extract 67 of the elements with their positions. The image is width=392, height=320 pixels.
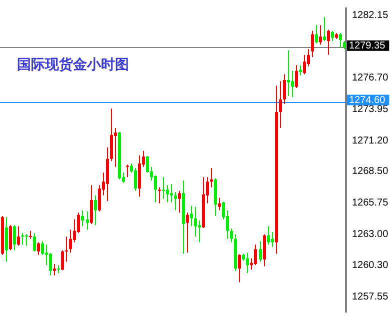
candlestick xyxy=(198,220,201,243)
candlestick xyxy=(303,54,306,75)
candlestick xyxy=(33,232,36,252)
candlestick xyxy=(331,30,334,42)
candlestick xyxy=(134,168,137,192)
candlestick xyxy=(230,228,233,243)
candlestick xyxy=(69,229,72,254)
candlestick xyxy=(41,240,44,256)
candlestick xyxy=(94,194,97,226)
ref-line-label: 1279.35 xyxy=(349,40,386,52)
y-tick-label: 1257.55 xyxy=(352,291,389,302)
candlestick xyxy=(271,232,274,248)
candlestick xyxy=(110,108,113,162)
ref-line-label: 1274.60 xyxy=(349,94,386,106)
y-tick-label: 1265.75 xyxy=(352,198,389,209)
candlestick xyxy=(283,74,286,104)
candlestick xyxy=(299,64,302,76)
candlestick xyxy=(53,264,56,276)
candlestick xyxy=(339,32,342,48)
candlestick xyxy=(327,29,330,56)
candlestick xyxy=(114,128,117,168)
candlestick xyxy=(190,205,193,227)
candlestick xyxy=(9,224,12,251)
candlestick xyxy=(178,190,181,214)
candlestick xyxy=(146,156,149,174)
candlestick xyxy=(162,176,165,200)
candlestick xyxy=(158,186,161,204)
candlestick xyxy=(279,80,282,128)
candlestick xyxy=(311,30,314,58)
y-tick-label: 1268.50 xyxy=(352,166,389,178)
candlestick xyxy=(267,226,270,246)
candlestick xyxy=(319,24,322,46)
candlestick xyxy=(254,244,257,266)
candlestick xyxy=(323,16,326,42)
candlestick xyxy=(291,70,294,98)
candlestick xyxy=(315,24,318,44)
candlestick xyxy=(174,192,177,211)
candlestick xyxy=(98,184,101,212)
y-tick-label: 1282.15 xyxy=(352,10,389,22)
y-tick-label: 1273.95 xyxy=(352,104,389,115)
candlestick xyxy=(49,252,52,276)
candlestick xyxy=(186,212,189,254)
y-tick-label: 1263.00 xyxy=(352,229,389,240)
text: 国际现货金小时图 xyxy=(17,56,129,74)
candlestick xyxy=(154,174,157,203)
candlestick xyxy=(81,210,84,227)
candlestick xyxy=(194,206,197,238)
candlestick xyxy=(246,252,249,274)
candlestick xyxy=(126,164,129,178)
candlestick xyxy=(218,197,221,211)
candlestick xyxy=(166,184,169,203)
candlestick xyxy=(37,242,40,256)
candlestick xyxy=(238,254,241,283)
candlestick xyxy=(259,240,262,262)
candlestick xyxy=(17,226,20,246)
candlestick xyxy=(5,216,8,262)
y-tick-label: 1276.70 xyxy=(352,72,389,84)
candlestick xyxy=(263,234,266,267)
candlestick xyxy=(61,250,64,271)
y-tick-label: 1271.20 xyxy=(352,135,389,146)
candlestick xyxy=(13,224,16,251)
y-tick-label: 1260.30 xyxy=(352,260,389,271)
candlestick xyxy=(287,50,290,96)
candlestick xyxy=(295,64,298,88)
candlestick xyxy=(86,210,89,230)
candlestick xyxy=(170,184,173,203)
candlestick xyxy=(90,184,93,224)
